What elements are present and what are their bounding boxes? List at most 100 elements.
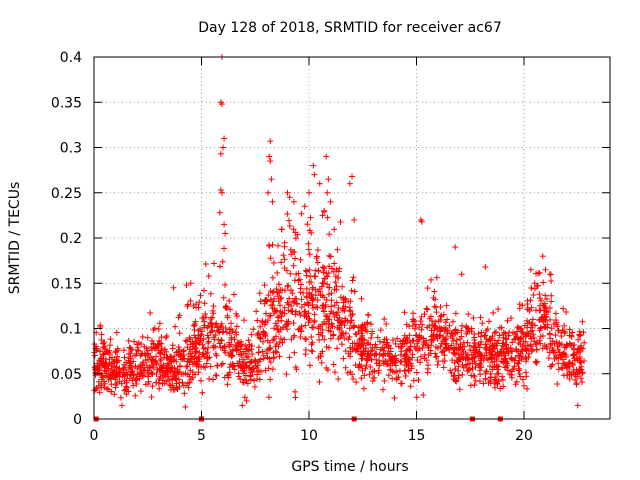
data-point <box>114 380 121 387</box>
data-point <box>173 358 180 365</box>
data-point <box>253 308 260 315</box>
data-point <box>452 310 459 317</box>
data-point <box>212 332 219 339</box>
data-point <box>97 348 104 355</box>
data-point <box>491 337 498 344</box>
data-point <box>251 377 258 384</box>
data-point <box>256 290 263 297</box>
data-point <box>423 305 430 312</box>
data-point <box>328 290 335 297</box>
data-point <box>327 198 334 205</box>
data-point <box>292 229 299 236</box>
data-point <box>336 265 343 272</box>
data-point <box>226 364 233 371</box>
data-point <box>326 284 333 291</box>
data-point <box>477 371 484 378</box>
data-point <box>333 266 340 273</box>
data-point <box>361 372 368 379</box>
data-point <box>231 336 238 343</box>
data-point <box>276 339 283 346</box>
data-point <box>170 384 177 391</box>
data-point <box>170 284 177 291</box>
data-point <box>464 339 471 346</box>
data-point <box>176 351 183 358</box>
data-point <box>161 351 168 358</box>
data-point <box>188 353 195 360</box>
data-point <box>407 383 414 390</box>
data-point <box>219 360 226 367</box>
data-point <box>149 383 156 390</box>
data-point <box>126 375 133 382</box>
data-point <box>424 285 431 292</box>
data-point <box>407 338 414 345</box>
data-point <box>467 347 474 354</box>
data-point <box>398 358 405 365</box>
data-point <box>533 346 540 353</box>
data-point <box>146 367 153 374</box>
data-point <box>222 325 229 332</box>
data-point <box>311 319 318 326</box>
data-point <box>184 303 191 310</box>
data-point <box>566 368 573 375</box>
data-point <box>192 318 199 325</box>
data-point <box>574 346 581 353</box>
data-point <box>201 324 208 331</box>
data-point <box>216 340 223 347</box>
data-point <box>217 187 224 194</box>
data-point <box>163 354 170 361</box>
data-point <box>523 347 530 354</box>
data-point <box>438 349 445 356</box>
data-point <box>385 372 392 379</box>
data-point <box>176 379 183 386</box>
data-point <box>314 246 321 253</box>
data-point <box>526 350 533 357</box>
data-point <box>183 282 190 289</box>
data-point <box>358 375 365 382</box>
y-tick-label: 0.4 <box>60 50 82 66</box>
data-point <box>297 256 304 263</box>
data-point <box>346 325 353 332</box>
data-point <box>345 336 352 343</box>
data-point <box>560 350 567 357</box>
data-point <box>255 349 262 356</box>
data-point <box>210 344 217 351</box>
data-point <box>385 350 392 357</box>
data-point <box>449 318 456 325</box>
data-point <box>462 362 469 369</box>
data-point <box>192 349 199 356</box>
data-point <box>148 393 155 400</box>
data-point <box>359 367 366 374</box>
data-point <box>451 372 458 379</box>
data-point <box>527 266 534 273</box>
data-point <box>418 313 425 320</box>
data-point <box>195 327 202 334</box>
data-point <box>458 327 465 334</box>
data-point <box>342 330 349 337</box>
data-point <box>225 374 232 381</box>
data-point <box>248 366 255 373</box>
data-point <box>365 312 372 319</box>
data-point <box>381 316 388 323</box>
data-point <box>440 334 447 341</box>
data-point <box>200 287 207 294</box>
data-point <box>104 385 111 392</box>
data-point <box>410 316 417 323</box>
data-point <box>281 243 288 250</box>
data-point <box>401 332 408 339</box>
data-point <box>249 351 256 358</box>
data-point <box>199 328 206 335</box>
data-point <box>528 304 535 311</box>
data-point <box>291 349 298 356</box>
data-point <box>98 371 105 378</box>
data-point <box>465 366 472 373</box>
data-point <box>305 240 312 247</box>
data-point <box>323 313 330 320</box>
data-point <box>304 221 311 228</box>
data-point <box>450 350 457 357</box>
data-point <box>506 329 513 336</box>
data-point <box>228 320 235 327</box>
data-point <box>326 252 333 259</box>
data-point <box>333 286 340 293</box>
data-point <box>493 356 500 363</box>
